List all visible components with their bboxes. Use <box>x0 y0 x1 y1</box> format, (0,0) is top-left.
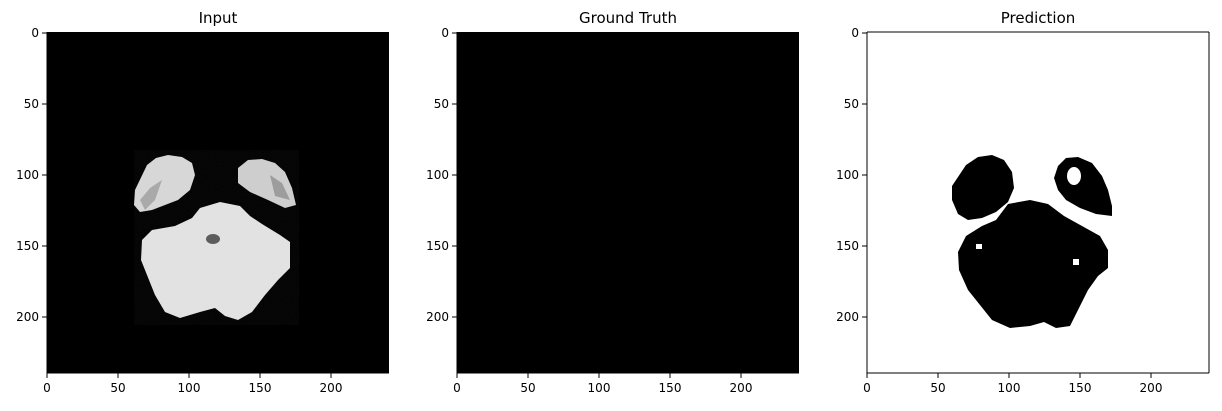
x-tick-label: 100 <box>178 381 201 395</box>
x-tick-label: 0 <box>863 381 871 395</box>
x-tick-label: 200 <box>730 381 753 395</box>
y-tick-label: 100 <box>836 168 859 182</box>
x-tick-label: 50 <box>520 381 535 395</box>
x-axis: 0 50 100 150 200 <box>863 372 1209 395</box>
y-tick-label: 50 <box>434 97 449 111</box>
x-tick-label: 100 <box>998 381 1021 395</box>
x-axis: 0 50 100 150 200 <box>453 372 799 395</box>
x-tick-label: 200 <box>1140 381 1163 395</box>
y-tick-label: 100 <box>16 168 39 182</box>
y-axis: 0 50 100 150 200 <box>16 26 48 373</box>
y-tick-label: 0 <box>851 26 859 40</box>
x-tick-label: 0 <box>453 381 461 395</box>
prediction-mask <box>952 155 1112 328</box>
x-tick-label: 200 <box>320 381 343 395</box>
y-tick-label: 50 <box>24 97 39 111</box>
x-tick-label: 150 <box>1069 381 1092 395</box>
y-tick-label: 200 <box>16 310 39 324</box>
image-area <box>457 32 799 373</box>
x-tick-label: 150 <box>249 381 272 395</box>
panel-input: Input 0 50 100 150 200 <box>16 9 389 395</box>
x-tick-label: 150 <box>659 381 682 395</box>
x-axis: 0 50 100 150 200 <box>43 372 389 395</box>
x-tick-label: 100 <box>588 381 611 395</box>
y-tick-label: 50 <box>844 97 859 111</box>
x-tick-label: 50 <box>930 381 945 395</box>
y-tick-label: 150 <box>426 239 449 253</box>
y-axis: 0 50 100 150 200 <box>426 26 458 373</box>
y-tick-label: 100 <box>426 168 449 182</box>
y-tick-label: 150 <box>16 239 39 253</box>
panel-title: Prediction <box>1001 9 1076 27</box>
y-tick-label: 0 <box>31 26 39 40</box>
panel-title: Ground Truth <box>579 9 677 27</box>
panel-ground-truth: Ground Truth 0 50 100 150 200 0 50 100 1… <box>426 9 799 395</box>
y-tick-label: 200 <box>426 310 449 324</box>
panel-prediction: Prediction 0 50 100 150 200 <box>836 9 1210 395</box>
y-tick-label: 0 <box>441 26 449 40</box>
y-axis: 0 50 100 150 200 <box>836 26 1210 373</box>
panel-title: Input <box>199 9 238 27</box>
x-tick-label: 0 <box>43 381 51 395</box>
brain-mri-image <box>134 150 299 325</box>
y-tick-label: 150 <box>836 239 859 253</box>
y-tick-label: 200 <box>836 310 859 324</box>
x-tick-label: 50 <box>110 381 125 395</box>
